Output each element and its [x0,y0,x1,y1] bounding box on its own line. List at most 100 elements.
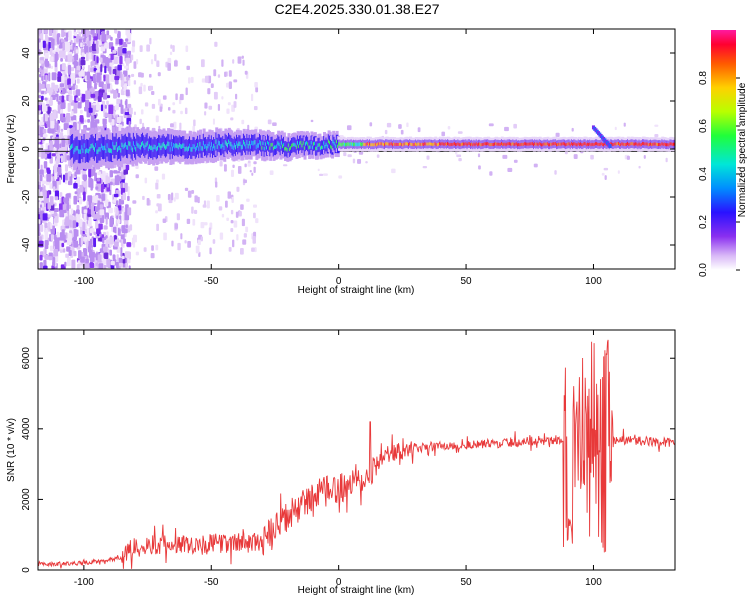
noise-cell [57,76,63,82]
noise-cell [148,73,152,78]
noise-cell [67,54,72,63]
noise-cell [74,31,78,37]
spectrogram-y-ticks: -40 -20 0 20 40 [21,47,675,252]
noise-cell [82,66,85,70]
noise-cell [87,40,91,47]
noise-cell [157,203,162,212]
noise-cell [99,209,105,216]
noise-cell [94,172,97,182]
noise-cell [62,219,65,226]
noise-cell [104,65,107,74]
noise-cell [110,36,113,41]
colorbar-ticks: 0.0 0.2 0.4 0.6 0.8 [698,71,740,277]
noise-cell [97,95,102,102]
noise-cell [103,231,107,236]
noise-cell [139,118,142,125]
noise-cell [103,74,106,82]
noise-cell [64,164,68,172]
noise-cell [100,104,104,112]
noise-cell [38,105,41,111]
noise-cell [53,37,58,46]
noise-cell [87,227,90,235]
noise-cell [197,196,200,204]
noise-cell [218,206,223,211]
noise-cell [59,83,65,88]
noise-cell [173,121,177,129]
colorbar: 0.0 0.2 0.4 0.6 0.8 Normalized spectral ampl… [698,30,748,277]
noise-cell [74,171,77,177]
noise-cell [254,82,258,88]
noise-cell [204,102,208,109]
noise-cell [50,120,55,129]
noise-cell [88,203,92,210]
noise-cell [244,70,248,75]
noise-cell [247,160,251,164]
noise-cell [319,173,324,177]
noise-cell [150,252,155,259]
noise-cell [188,77,191,84]
x-tick-label: 0 [336,276,342,287]
noise-cell [119,239,122,243]
noise-cell [39,254,43,261]
noise-cell [43,161,48,171]
noise-cell [213,69,217,77]
noise-cell [73,60,78,69]
colorbar-tick-label: 0.0 [698,263,709,277]
x-tick-label: 100 [585,577,602,588]
noise-cell [230,209,234,215]
noise-cell [114,226,117,234]
noise-cell [50,65,54,69]
noise-cell [89,67,95,73]
noise-cell [626,155,630,160]
noise-cell [115,207,119,216]
noise-cell [269,170,274,175]
noise-cell [77,102,82,109]
noise-cell [155,210,158,214]
noise-cell [82,174,87,181]
noise-cell [226,217,230,222]
colorbar-tick-label: 0.8 [698,71,709,85]
noise-cell [38,159,41,170]
noise-cell [125,57,131,64]
noise-cell [78,32,82,36]
noise-cell [513,159,518,163]
noise-cell [48,29,53,37]
spectrogram-plot-area [38,29,675,269]
noise-cell [93,36,98,41]
noise-cell [243,233,247,238]
noise-cell [61,138,66,148]
noise-cell [95,40,99,50]
noise-cell [251,172,254,176]
noise-cell [50,210,54,215]
noise-cell [123,41,128,48]
noise-cell [73,195,78,205]
noise-cell [56,143,60,150]
noise-cell [310,119,314,123]
noise-cell [228,247,232,252]
noise-cell [171,240,174,247]
noise-cell [95,29,100,34]
noise-cell [192,125,196,132]
noise-cell [91,202,95,207]
noise-cell [109,62,113,67]
noise-cell [104,104,107,109]
noise-cell [90,168,94,177]
noise-cell [60,58,63,62]
noise-cell [121,75,125,86]
noise-cell [56,167,62,173]
noise-cell [422,165,428,169]
noise-cell [113,193,119,198]
noise-cell [104,252,109,259]
noise-cell [216,195,220,202]
noise-cell [43,195,47,203]
noise-cell [63,49,66,60]
noise-cell [406,122,409,128]
noise-cell [83,191,86,201]
noise-cell [48,72,51,82]
noise-cell [623,122,626,127]
noise-cell [119,176,122,182]
noise-cell [217,104,221,111]
noise-cell [184,240,187,244]
noise-cell [123,76,127,82]
noise-cell [502,154,508,159]
